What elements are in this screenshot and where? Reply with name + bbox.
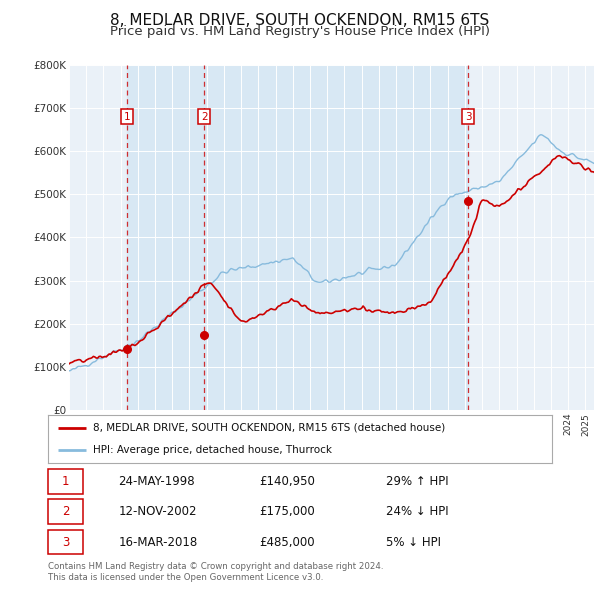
Text: £175,000: £175,000 [260,505,316,519]
Text: 24% ↓ HPI: 24% ↓ HPI [386,505,448,519]
FancyBboxPatch shape [48,469,83,494]
Text: £140,950: £140,950 [260,475,316,488]
Text: Contains HM Land Registry data © Crown copyright and database right 2024.
This d: Contains HM Land Registry data © Crown c… [48,562,383,582]
Bar [204,65,469,410]
Text: 16-MAR-2018: 16-MAR-2018 [119,536,198,549]
Text: £485,000: £485,000 [260,536,316,549]
FancyBboxPatch shape [48,530,83,555]
Text: 2: 2 [62,505,70,519]
Bar [127,65,204,410]
Text: 29% ↑ HPI: 29% ↑ HPI [386,475,448,488]
FancyBboxPatch shape [48,500,83,524]
Text: 2: 2 [201,112,208,122]
Text: 3: 3 [465,112,472,122]
Text: Price paid vs. HM Land Registry's House Price Index (HPI): Price paid vs. HM Land Registry's House … [110,25,490,38]
Text: 1: 1 [62,475,70,488]
Text: 5% ↓ HPI: 5% ↓ HPI [386,536,440,549]
Text: HPI: Average price, detached house, Thurrock: HPI: Average price, detached house, Thur… [94,445,332,455]
Text: 8, MEDLAR DRIVE, SOUTH OCKENDON, RM15 6TS: 8, MEDLAR DRIVE, SOUTH OCKENDON, RM15 6T… [110,13,490,28]
Text: 8, MEDLAR DRIVE, SOUTH OCKENDON, RM15 6TS (detached house): 8, MEDLAR DRIVE, SOUTH OCKENDON, RM15 6T… [94,423,446,433]
Text: 12-NOV-2002: 12-NOV-2002 [119,505,197,519]
Text: 24-MAY-1998: 24-MAY-1998 [119,475,195,488]
Text: 3: 3 [62,536,70,549]
Text: 1: 1 [124,112,130,122]
